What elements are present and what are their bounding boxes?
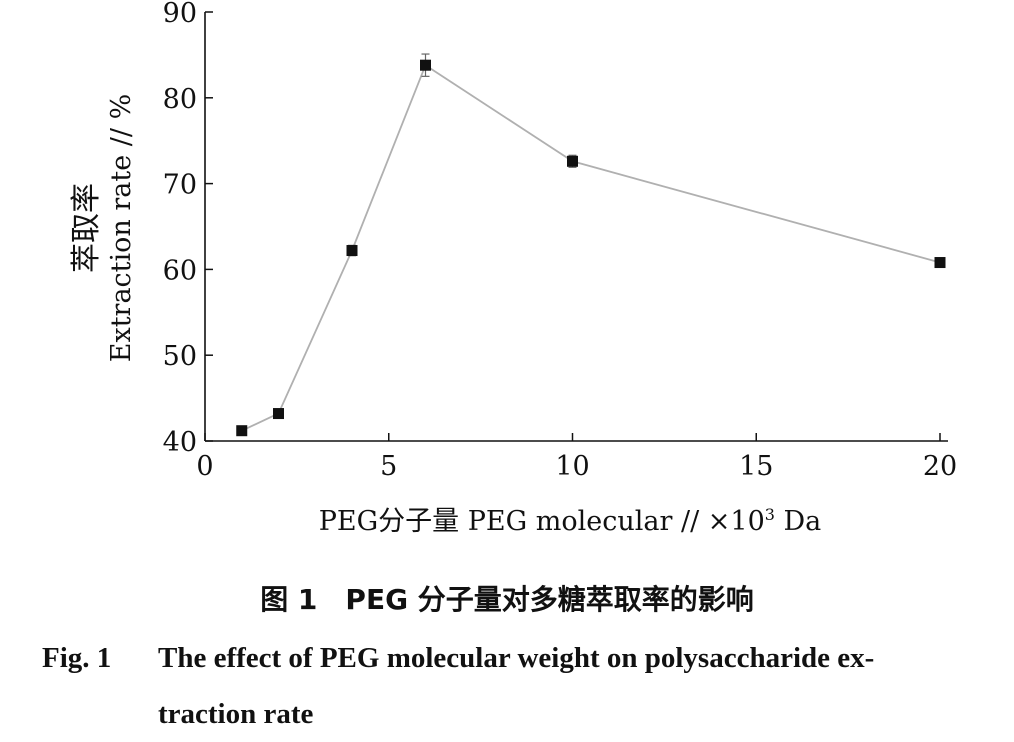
data-point	[567, 155, 578, 167]
y-ticks: 40 50 60 70 80 90	[163, 0, 213, 458]
line-chart: 40 50 60 70 80 90 0 5 10 15 20 萃取率 Extraction rat…	[69, 0, 957, 537]
caption-line-2: traction rate	[158, 698, 314, 730]
x-axis-label: PEG分子量 PEG molecular // ×103 Da	[319, 505, 822, 537]
y-tick-label: 80	[163, 84, 197, 115]
data-point	[420, 59, 431, 71]
x-tick-label: 20	[923, 451, 957, 482]
data-point	[346, 245, 358, 257]
x-ticks: 0 5 10 15 20	[196, 433, 957, 482]
y-tick-label: 40	[163, 427, 197, 458]
series-line	[241, 63, 941, 432]
y-axis-label-cn: 萃取率	[69, 183, 104, 273]
y-tick-label: 60	[163, 255, 197, 286]
x-axis-label-superscript: 3	[765, 505, 775, 524]
data-point	[934, 257, 946, 269]
series-extraction-rate	[236, 53, 946, 437]
x-tick-label: 15	[739, 451, 773, 482]
figure-caption-english: Fig. 1 The effect of PEG molecular weight…	[42, 630, 982, 742]
y-tick-label: 50	[163, 341, 197, 372]
x-axis-label-unit: Da	[775, 506, 821, 537]
figure-label: Fig. 1	[42, 642, 112, 674]
y-axis: 40 50 60 70 80 90	[163, 0, 213, 458]
caption-line-1: The effect of PEG molecular weight on po…	[158, 642, 875, 674]
x-axis-label-main: PEG分子量 PEG molecular // ×10	[319, 506, 765, 537]
y-tick-label: 90	[163, 0, 197, 29]
x-tick-label: 0	[196, 451, 213, 482]
y-axis-label-en: Extraction rate // %	[106, 94, 137, 362]
figure-caption-chinese: 图 1 PEG 分子量对多糖萃取率的影响	[260, 583, 754, 616]
x-axis: 0 5 10 15 20	[196, 433, 957, 482]
x-tick-label: 5	[380, 451, 397, 482]
x-tick-label: 10	[555, 451, 589, 482]
y-tick-label: 70	[163, 170, 197, 201]
data-point	[273, 408, 284, 420]
data-point	[236, 425, 248, 437]
